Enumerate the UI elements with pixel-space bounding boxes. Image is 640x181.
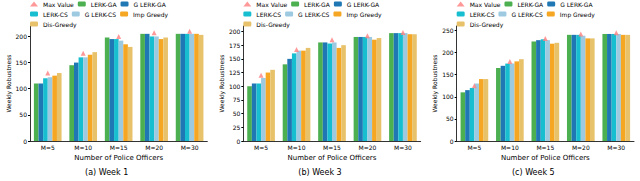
svg-text:75: 75	[233, 96, 241, 103]
svg-text:50: 50	[19, 111, 27, 118]
svg-text:150: 150	[16, 59, 28, 66]
svg-text:25: 25	[233, 124, 241, 131]
svg-text:250: 250	[442, 27, 454, 34]
svg-text:Weekly Robustness: Weekly Robustness	[5, 55, 13, 113]
svg-text:G LERK-GA: G LERK-GA	[560, 1, 593, 8]
svg-text:50: 50	[233, 110, 241, 117]
svg-text:(c) Week 5: (c) Week 5	[512, 168, 555, 177]
svg-text:M=15: M=15	[323, 144, 341, 151]
svg-text:M=20: M=20	[359, 144, 377, 151]
svg-text:G LERK-CS: G LERK-CS	[511, 11, 543, 18]
svg-text:LERK-CS: LERK-CS	[43, 11, 68, 18]
svg-text:G LERK-GA: G LERK-GA	[134, 1, 167, 8]
svg-text:50: 50	[446, 115, 454, 122]
svg-text:Imp Greedy: Imp Greedy	[346, 11, 382, 19]
svg-text:200: 200	[229, 28, 241, 35]
svg-text:G LERK-CS: G LERK-CS	[298, 11, 330, 18]
svg-text:LERK-GA: LERK-GA	[517, 1, 544, 8]
svg-text:Number of Police Officers: Number of Police Officers	[74, 154, 163, 162]
svg-text:M=5: M=5	[254, 144, 268, 151]
svg-text:LERK-GA: LERK-GA	[91, 1, 118, 8]
svg-text:M=20: M=20	[572, 144, 590, 151]
svg-text:M=5: M=5	[41, 144, 55, 151]
svg-text:0: 0	[450, 138, 454, 145]
svg-text:125: 125	[229, 69, 241, 76]
svg-text:Dis-Greedy: Dis-Greedy	[470, 21, 504, 29]
svg-text:200: 200	[442, 49, 454, 56]
svg-text:M=30: M=30	[181, 144, 199, 151]
svg-text:100: 100	[16, 85, 28, 92]
svg-text:Dis-Greedy: Dis-Greedy	[43, 21, 77, 29]
svg-text:Weekly Robustness: Weekly Robustness	[218, 55, 226, 113]
svg-text:100: 100	[442, 93, 454, 100]
svg-text:M=10: M=10	[288, 144, 306, 151]
svg-text:Weekly Robustness: Weekly Robustness	[431, 55, 439, 113]
svg-text:Max Value: Max Value	[470, 1, 501, 8]
svg-text:LERK-GA: LERK-GA	[304, 1, 331, 8]
svg-text:M=15: M=15	[110, 144, 128, 151]
svg-text:150: 150	[229, 55, 241, 62]
svg-text:0: 0	[237, 138, 241, 145]
svg-text:0: 0	[23, 138, 27, 145]
svg-text:(a) Week 1: (a) Week 1	[85, 168, 128, 177]
svg-text:M=10: M=10	[74, 144, 92, 151]
svg-text:LERK-CS: LERK-CS	[470, 11, 495, 18]
svg-text:Imp Greedy: Imp Greedy	[133, 11, 169, 19]
svg-text:175: 175	[229, 42, 241, 49]
svg-text:Number of Police Officers: Number of Police Officers	[288, 154, 377, 162]
svg-text:LERK-CS: LERK-CS	[256, 11, 281, 18]
svg-text:Max Value: Max Value	[256, 1, 287, 8]
svg-text:100: 100	[229, 83, 241, 90]
svg-text:G LERK-CS: G LERK-CS	[85, 11, 117, 18]
svg-text:(b) Week 3: (b) Week 3	[298, 168, 341, 177]
svg-text:Imp Greedy: Imp Greedy	[560, 11, 596, 19]
svg-text:M=5: M=5	[467, 144, 481, 151]
svg-text:M=15: M=15	[536, 144, 554, 151]
svg-text:Dis-Greedy: Dis-Greedy	[256, 21, 290, 29]
svg-text:G LERK-GA: G LERK-GA	[347, 1, 380, 8]
svg-text:Number of Police Officers: Number of Police Officers	[501, 154, 590, 162]
svg-text:M=30: M=30	[607, 144, 625, 151]
svg-text:200: 200	[16, 33, 28, 40]
svg-text:150: 150	[442, 71, 454, 78]
svg-text:M=30: M=30	[394, 144, 412, 151]
svg-text:Max Value: Max Value	[43, 1, 74, 8]
svg-text:M=10: M=10	[501, 144, 519, 151]
svg-text:M=20: M=20	[145, 144, 163, 151]
